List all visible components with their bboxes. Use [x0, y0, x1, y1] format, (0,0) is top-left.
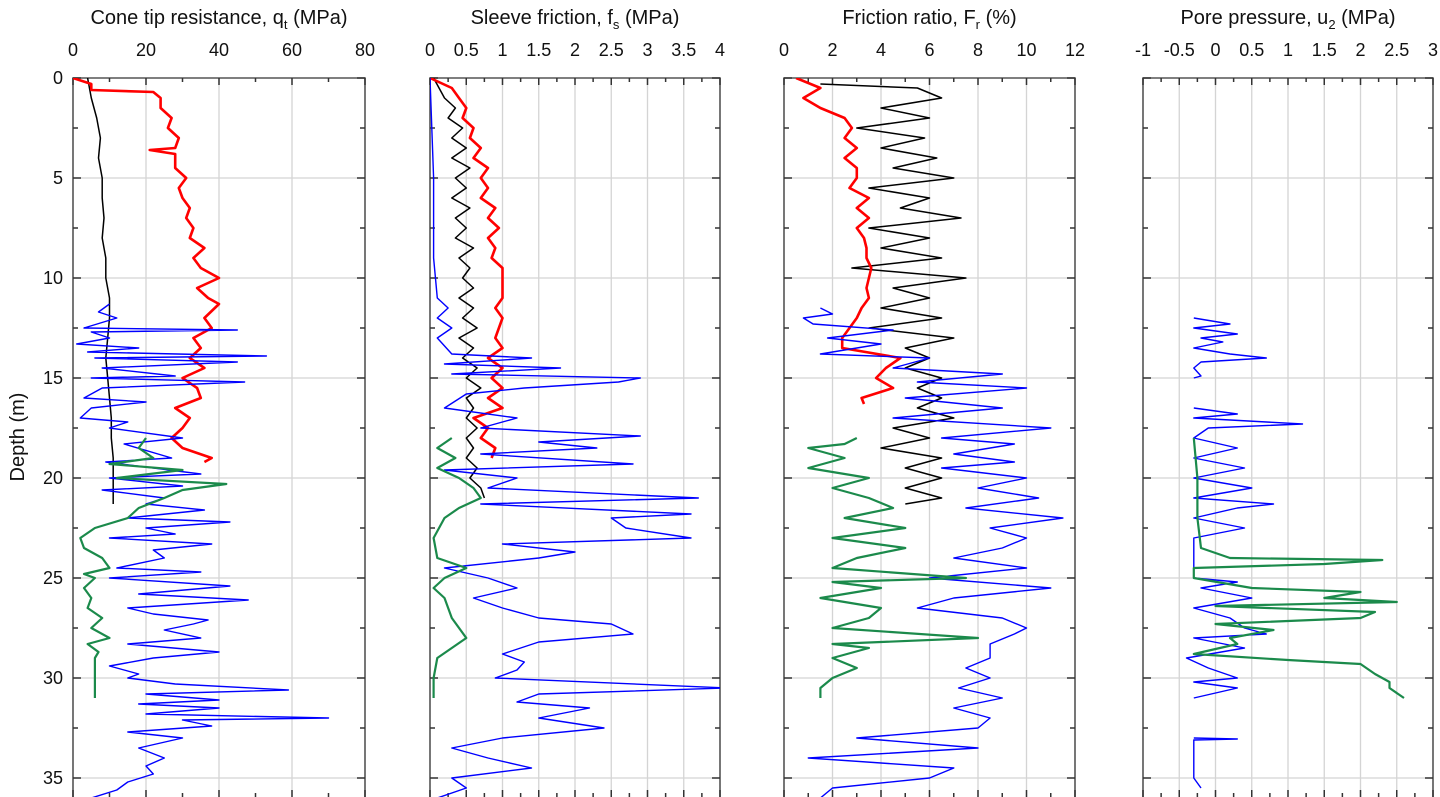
- x-tick-label: 1: [497, 40, 507, 60]
- series-group: [1185, 317, 1405, 789]
- x-tick-label: 1: [1283, 40, 1293, 60]
- series-green-line: [807, 437, 980, 698]
- title-text: Sleeve friction, f: [471, 7, 614, 29]
- series-red-line: [430, 78, 504, 459]
- y-tick-label: 20: [43, 468, 63, 488]
- x-tick-label: 10: [1016, 40, 1036, 60]
- title-subscript: 2: [1328, 17, 1335, 32]
- x-tick-label: 6: [924, 40, 934, 60]
- series-black-line: [820, 83, 967, 505]
- panel-fs: 0 0.5 1 1.5 2 2.5 3 3.5 4 Sleeve friction, fs (MP…: [425, 7, 725, 797]
- x-tick-label: 2: [1355, 40, 1365, 60]
- series-red-line: [795, 78, 902, 405]
- x-tick-label: 0: [1210, 40, 1220, 60]
- title-subscript: t: [284, 17, 288, 32]
- series-blue-line: [1193, 737, 1239, 789]
- y-tick-label: 5: [53, 168, 63, 188]
- title-subscript: r: [976, 17, 981, 32]
- y-tick-label: 0: [53, 68, 63, 88]
- title-subscript: s: [613, 17, 620, 32]
- series-group: [795, 78, 1064, 797]
- x-tick-label: 20: [136, 40, 156, 60]
- title-unit: (MPa): [1336, 7, 1396, 29]
- x-tick-label: 40: [209, 40, 229, 60]
- y-tick-label: 35: [43, 768, 63, 788]
- x-tick-label: 1.5: [1312, 40, 1337, 60]
- x-tick-label: 2: [570, 40, 580, 60]
- x-tick-label: 3: [642, 40, 652, 60]
- series-blue-line: [75, 303, 330, 797]
- x-tick-label: 60: [282, 40, 302, 60]
- y-tick-label: 30: [43, 668, 63, 688]
- x-tick-label: 0.5: [1239, 40, 1264, 60]
- panel-title: Cone tip resistance, qt (MPa): [90, 7, 347, 32]
- y-axis-label: Depth (m): [7, 393, 29, 482]
- panel-qt: 0 20 40 60 80 Cone tip resistance, qt (MPa) 0 5…: [43, 7, 375, 797]
- x-tick-label: 80: [355, 40, 375, 60]
- x-tick-label: 4: [876, 40, 886, 60]
- x-tick-label: -1: [1135, 40, 1151, 60]
- series-blue-line: [1193, 317, 1268, 379]
- x-tick-label: 2.5: [1384, 40, 1409, 60]
- title-unit: (MPa): [288, 7, 348, 29]
- x-tick-label: 2: [827, 40, 837, 60]
- series-green-line: [432, 437, 482, 698]
- series-green-line: [1192, 437, 1405, 699]
- series-group: [73, 78, 330, 797]
- panel-fr: 0 2 4 6 8 10 12 Friction ratio, Fr (%): [779, 7, 1085, 797]
- x-tick-label: 3.5: [671, 40, 696, 60]
- x-tick-label: 2.5: [599, 40, 624, 60]
- title-unit: (%): [980, 7, 1017, 29]
- x-tick-label: 0: [779, 40, 789, 60]
- series-black-line: [432, 78, 486, 499]
- y-tick-label: 10: [43, 268, 63, 288]
- y-tick-label: 25: [43, 568, 63, 588]
- x-tick-label: 8: [973, 40, 983, 60]
- x-tick-label: 4: [715, 40, 725, 60]
- series-green-line: [79, 437, 228, 698]
- y-tick-label: 15: [43, 368, 63, 388]
- series-group: [430, 78, 720, 797]
- x-tick-label: 3: [1428, 40, 1438, 60]
- x-tick-label: -0.5: [1164, 40, 1195, 60]
- series-blue-line: [430, 78, 720, 797]
- x-tick-label: 0: [425, 40, 435, 60]
- title-text: Pore pressure, u: [1180, 7, 1328, 29]
- panel-title: Pore pressure, u2 (MPa): [1180, 7, 1395, 32]
- x-tick-label: 12: [1065, 40, 1085, 60]
- title-unit: (MPa): [619, 7, 679, 29]
- x-tick-label: 0.5: [454, 40, 479, 60]
- title-text: Cone tip resistance, q: [90, 7, 283, 29]
- series-red-line: [73, 78, 221, 464]
- series-black-line: [86, 78, 114, 504]
- panel-title: Sleeve friction, fs (MPa): [471, 7, 680, 32]
- title-text: Friction ratio, F: [842, 7, 975, 29]
- x-tick-label: 0: [68, 40, 78, 60]
- panel-title: Friction ratio, Fr (%): [842, 7, 1016, 32]
- x-tick-label: 1.5: [526, 40, 551, 60]
- series-blue-line: [802, 307, 1064, 797]
